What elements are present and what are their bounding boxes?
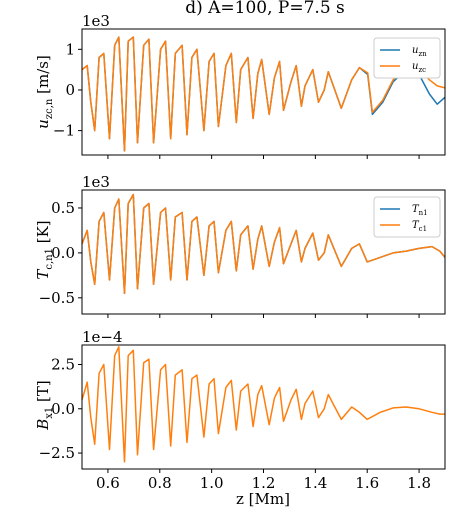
legend-label-u-zn: uzn <box>412 45 427 58</box>
panel-velocity-legend: uzn uzc <box>373 37 441 79</box>
y-tick-label: 1 <box>65 40 75 58</box>
panel-magnetic: 1e−4 Bx1 [T] −2.5 0.0 2.5 0.6 0.8 1.0 1.2 1.4 1… <box>34 328 446 492</box>
panel-velocity-lines <box>81 36 446 152</box>
series-line-b-x1 <box>81 346 445 463</box>
y-tick-label: 0.0 <box>51 244 75 262</box>
panel-magnetic-scale: 1e−4 <box>82 328 123 346</box>
panel-magnetic-xticks: 0.6 0.8 1.0 1.2 1.4 1.6 1.8 <box>96 469 431 492</box>
y-tick-label: −1 <box>53 122 75 140</box>
x-tick-label: 1.4 <box>303 474 327 492</box>
panel-velocity-ylabel: uzc,n [m/s] <box>34 55 55 129</box>
legend-box <box>373 37 441 79</box>
panel-velocity: 1e3 uzc,n [m/s] −1 0 1 uzn uzc <box>34 12 446 159</box>
legend-box <box>373 196 441 238</box>
panel-velocity-xticks <box>107 155 420 159</box>
y-tick-label: 0 <box>65 81 75 99</box>
legend-label-t-c1: Tc1 <box>412 220 427 233</box>
panel-velocity-scale: 1e3 <box>82 12 110 30</box>
series-line-u-zc <box>81 36 446 152</box>
panel-temperature-frame <box>81 189 446 315</box>
x-tick-label: 0.8 <box>148 474 172 492</box>
panel-temperature-ylabel: Tc,n1 [K] <box>34 220 55 279</box>
panel-temperature-xticks <box>107 314 420 318</box>
legend-label-t-n1: Tn1 <box>412 204 428 217</box>
y-tick-label: −0.5 <box>39 289 75 307</box>
y-tick-label: 0.0 <box>51 400 75 418</box>
x-tick-label: 1.8 <box>407 474 431 492</box>
panel-velocity-frame <box>81 28 446 156</box>
panel-magnetic-lines <box>81 346 445 463</box>
panel-temperature-scale: 1e3 <box>82 173 110 191</box>
x-tick-label: 0.6 <box>96 474 120 492</box>
y-tick-label: 0.5 <box>51 199 75 217</box>
panel-temperature: 1e3 Tc,n1 [K] −0.5 0.0 0.5 Tn1 Tc1 <box>34 173 446 318</box>
panel-velocity-yticks: −1 0 1 <box>53 40 82 140</box>
legend-label-u-zc: uzc <box>412 61 426 74</box>
panel-temperature-lines <box>81 193 446 295</box>
panel-magnetic-frame <box>81 344 446 470</box>
x-tick-label: 1.0 <box>200 474 224 492</box>
panel-temperature-yticks: −0.5 0.0 0.5 <box>39 199 82 307</box>
x-axis-label: z [Mm] <box>236 490 290 508</box>
panel-magnetic-ylabel: Bx1 [T] <box>34 380 55 431</box>
panel-magnetic-yticks: −2.5 0.0 2.5 <box>39 355 82 462</box>
y-tick-label: 2.5 <box>51 355 75 373</box>
series-line-t-c1 <box>81 193 446 295</box>
figure-title: d) A=100, P=7.5 s <box>185 0 345 18</box>
x-tick-label: 1.2 <box>252 474 276 492</box>
y-tick-label: −2.5 <box>39 444 75 462</box>
x-tick-label: 1.6 <box>355 474 379 492</box>
panel-temperature-legend: Tn1 Tc1 <box>373 196 441 238</box>
